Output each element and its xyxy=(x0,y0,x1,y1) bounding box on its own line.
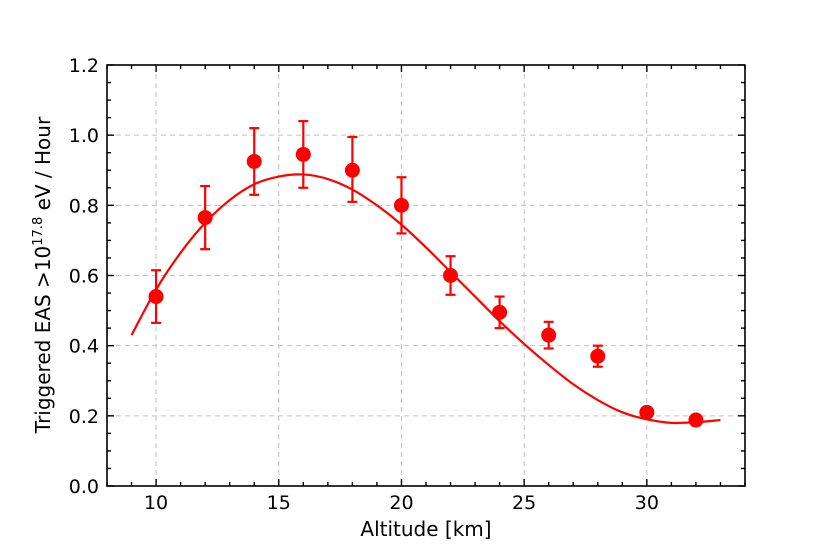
y-axis-label-base: Triggered EAS >10 xyxy=(31,246,55,434)
y-tick-label: 0.6 xyxy=(69,266,99,288)
y-tick-label: 0.4 xyxy=(69,336,99,358)
fit-curve-layer xyxy=(130,173,721,425)
point-marker xyxy=(590,348,606,364)
point-marker xyxy=(393,197,409,213)
y-tick-label: 0.0 xyxy=(69,476,99,498)
x-tick-label: 30 xyxy=(635,492,659,514)
point-marker xyxy=(246,153,262,169)
data-point xyxy=(295,120,311,189)
grid-lines xyxy=(107,65,745,486)
x-axis-label: Altitude [km] xyxy=(360,517,491,541)
x-tick-label: 20 xyxy=(389,492,413,514)
data-point xyxy=(393,176,409,235)
point-marker xyxy=(344,162,360,178)
data-point xyxy=(148,269,164,324)
point-marker xyxy=(492,304,508,320)
point-marker xyxy=(295,146,311,162)
data-point xyxy=(344,135,360,203)
x-tick-label: 10 xyxy=(144,492,168,514)
y-axis-label: Triggered EAS >1017.8 eV / Hour xyxy=(31,116,55,434)
y-tick-label: 0.8 xyxy=(69,195,99,217)
fit-curve xyxy=(130,173,721,425)
data-point xyxy=(197,184,213,251)
axis-ticks xyxy=(106,64,746,487)
data-point xyxy=(492,295,508,330)
x-tick-label: 15 xyxy=(267,492,291,514)
tick-labels: 10 15 20 25 30 0.0 0.2 0.4 0.6 0.8 1.0 1.2 xyxy=(69,55,659,514)
data-points-layer xyxy=(148,120,704,428)
data-point xyxy=(246,127,262,196)
data-point xyxy=(541,320,557,350)
data-point xyxy=(590,344,606,368)
data-point xyxy=(688,412,704,428)
y-tick-label: 0.2 xyxy=(69,406,99,428)
y-axis-label-suffix: eV / Hour xyxy=(31,116,55,217)
point-marker xyxy=(688,412,704,428)
point-marker xyxy=(541,327,557,343)
data-point xyxy=(639,404,655,420)
x-tick-label: 25 xyxy=(512,492,536,514)
y-axis-label-exponent: 17.8 xyxy=(31,217,46,246)
y-tick-label: 1.0 xyxy=(69,125,99,147)
point-marker xyxy=(197,210,213,226)
point-marker xyxy=(443,268,459,283)
point-marker xyxy=(148,289,164,305)
point-marker xyxy=(639,404,655,420)
y-tick-label: 1.2 xyxy=(69,55,99,77)
data-point xyxy=(443,255,459,296)
